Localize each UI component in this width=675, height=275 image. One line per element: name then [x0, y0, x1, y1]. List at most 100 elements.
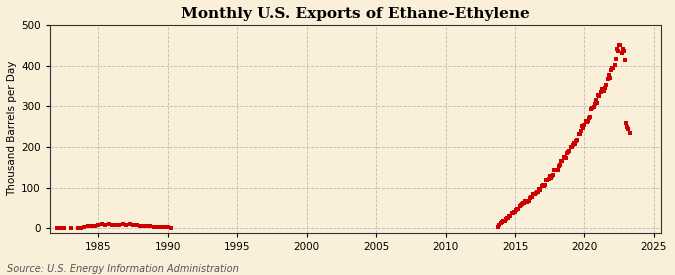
Point — [142, 224, 153, 229]
Point — [124, 222, 135, 227]
Point — [55, 226, 65, 230]
Point — [549, 167, 560, 172]
Point — [621, 120, 632, 125]
Point — [544, 174, 555, 178]
Point — [107, 222, 117, 227]
Point — [551, 168, 562, 172]
Point — [614, 43, 624, 47]
Point — [100, 222, 111, 227]
Point — [516, 203, 526, 208]
Point — [504, 214, 514, 218]
Point — [613, 49, 624, 53]
Point — [103, 221, 114, 226]
Point — [534, 186, 545, 191]
Point — [163, 225, 173, 229]
Point — [550, 168, 561, 172]
Point — [114, 223, 125, 227]
Point — [603, 73, 614, 77]
Point — [155, 225, 166, 229]
Point — [562, 151, 572, 155]
Point — [557, 158, 568, 163]
Point — [604, 76, 615, 80]
Point — [607, 66, 618, 71]
Point — [576, 128, 587, 133]
Point — [622, 124, 632, 129]
Point — [510, 210, 520, 214]
Point — [555, 163, 566, 167]
Point — [583, 119, 593, 124]
Point — [589, 105, 599, 109]
Point — [540, 183, 551, 187]
Point — [58, 226, 69, 230]
Title: Monthly U.S. Exports of Ethane-Ethylene: Monthly U.S. Exports of Ethane-Ethylene — [181, 7, 530, 21]
Point — [556, 159, 566, 164]
Point — [531, 191, 541, 196]
Point — [536, 184, 547, 188]
Point — [148, 224, 159, 229]
Point — [580, 119, 591, 123]
Point — [568, 143, 578, 147]
Point — [495, 221, 506, 225]
Point — [529, 192, 540, 197]
Point — [620, 57, 630, 62]
Point — [597, 87, 608, 91]
Point — [86, 223, 97, 228]
Point — [581, 120, 592, 125]
Point — [578, 126, 589, 131]
Point — [514, 204, 525, 208]
Point — [610, 57, 621, 61]
Point — [579, 123, 590, 127]
Point — [564, 148, 575, 153]
Point — [572, 138, 583, 142]
Point — [145, 224, 156, 228]
Point — [609, 63, 620, 67]
Point — [576, 124, 587, 128]
Point — [554, 164, 564, 169]
Point — [79, 225, 90, 230]
Point — [623, 126, 634, 131]
Point — [558, 155, 569, 160]
Point — [615, 43, 626, 48]
Point — [584, 116, 595, 120]
Point — [552, 167, 563, 172]
Point — [521, 200, 532, 204]
Point — [533, 190, 543, 194]
Point — [493, 222, 504, 227]
Point — [586, 107, 597, 112]
Point — [526, 195, 537, 199]
Point — [616, 50, 627, 55]
Point — [617, 47, 628, 51]
Point — [93, 222, 104, 227]
Point — [605, 67, 616, 72]
Point — [97, 222, 107, 226]
Point — [110, 223, 121, 227]
Point — [531, 189, 542, 194]
Point — [76, 226, 86, 230]
Point — [542, 177, 553, 182]
Point — [82, 224, 93, 229]
Point — [618, 49, 629, 53]
Point — [535, 188, 546, 192]
Point — [524, 196, 535, 201]
Point — [541, 178, 551, 183]
Y-axis label: Thousand Barrels per Day: Thousand Barrels per Day — [7, 61, 17, 196]
Point — [539, 183, 549, 188]
Point — [570, 142, 580, 146]
Point — [597, 89, 608, 94]
Point — [51, 226, 62, 230]
Point — [560, 155, 570, 160]
Point — [565, 145, 576, 150]
Point — [571, 139, 582, 144]
Point — [72, 226, 83, 230]
Point — [507, 211, 518, 216]
Point — [152, 225, 163, 229]
Point — [511, 208, 522, 212]
Point — [563, 150, 574, 154]
Point — [128, 223, 138, 227]
Point — [547, 174, 558, 178]
Point — [568, 141, 579, 145]
Point — [500, 219, 510, 223]
Point — [594, 94, 605, 98]
Point — [502, 216, 512, 221]
Point — [505, 214, 516, 218]
